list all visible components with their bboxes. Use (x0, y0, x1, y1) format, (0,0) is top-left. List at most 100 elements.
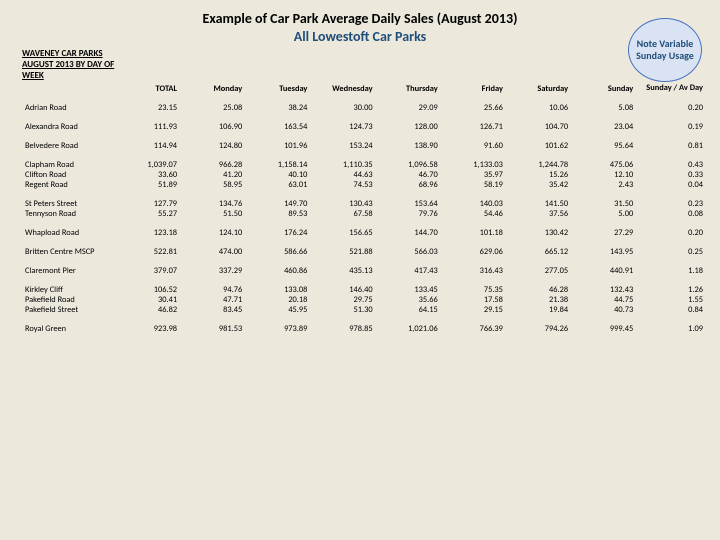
cell: 521.88 (309, 247, 374, 257)
row-label: Tennyson Road (15, 209, 114, 219)
cell: 89.53 (244, 209, 309, 219)
cell: 54.46 (440, 209, 505, 219)
cell: 133.45 (375, 285, 440, 295)
cell: 999.45 (570, 324, 635, 334)
cell: 74.53 (309, 180, 374, 190)
cell: 0.33 (635, 170, 705, 180)
cell: 127.79 (114, 199, 179, 209)
cell: 23.15 (114, 103, 179, 113)
cell: 435.13 (309, 266, 374, 276)
cell: 63.01 (244, 180, 309, 190)
cell: 460.86 (244, 266, 309, 276)
cell: 379.07 (114, 266, 179, 276)
cell: 124.10 (179, 228, 244, 238)
table-row: Pakefield Street46.8283.4545.9551.3064.1… (15, 305, 705, 315)
cell: 1.18 (635, 266, 705, 276)
cell: 973.89 (244, 324, 309, 334)
row-label: Britten Centre MSCP (15, 247, 114, 257)
cell: 58.19 (440, 180, 505, 190)
cell: 566.03 (375, 247, 440, 257)
cell: 101.18 (440, 228, 505, 238)
cell: 1,039.07 (114, 160, 179, 170)
cell: 44.63 (309, 170, 374, 180)
cell: 31.50 (570, 199, 635, 209)
cell: 141.50 (505, 199, 570, 209)
col-header: Monday (179, 84, 244, 94)
cell: 0.43 (635, 160, 705, 170)
row-label: Clapham Road (15, 160, 114, 170)
cell: 51.50 (179, 209, 244, 219)
col-header: Tuesday (244, 84, 309, 94)
cell: 153.24 (309, 141, 374, 151)
cell: 12.10 (570, 170, 635, 180)
cell: 149.70 (244, 199, 309, 209)
cell: 0.84 (635, 305, 705, 315)
cell: 156.65 (309, 228, 374, 238)
cell: 51.30 (309, 305, 374, 315)
cell: 123.18 (114, 228, 179, 238)
cell: 1,133.03 (440, 160, 505, 170)
cell: 55.27 (114, 209, 179, 219)
cell: 29.75 (309, 295, 374, 305)
note-callout: Note Variable Sunday Usage (628, 18, 702, 82)
cell: 67.58 (309, 209, 374, 219)
cell: 101.62 (505, 141, 570, 151)
cell: 981.53 (179, 324, 244, 334)
row-label: Adrian Road (15, 103, 114, 113)
cell: 128.00 (375, 122, 440, 132)
cell: 29.09 (375, 103, 440, 113)
row-label: Claremont Pier (15, 266, 114, 276)
table-row: Alexandra Road111.93106.90163.54124.7312… (15, 122, 705, 132)
sales-table: TOTAL Monday Tuesday Wednesday Thursday … (15, 84, 705, 334)
cell: 101.96 (244, 141, 309, 151)
cell: 15.26 (505, 170, 570, 180)
cell: 17.58 (440, 295, 505, 305)
cell: 132.43 (570, 285, 635, 295)
cell: 94.76 (179, 285, 244, 295)
cell: 19.84 (505, 305, 570, 315)
cell: 124.73 (309, 122, 374, 132)
cell: 2.43 (570, 180, 635, 190)
cell: 25.66 (440, 103, 505, 113)
cell: 665.12 (505, 247, 570, 257)
cell: 522.81 (114, 247, 179, 257)
cell: 0.20 (635, 228, 705, 238)
cell: 316.43 (440, 266, 505, 276)
cell: 29.15 (440, 305, 505, 315)
col-header: Sunday / Av Day (635, 84, 705, 94)
cell: 10.06 (505, 103, 570, 113)
cell: 20.18 (244, 295, 309, 305)
cell: 337.29 (179, 266, 244, 276)
cell: 46.28 (505, 285, 570, 295)
cell: 130.42 (505, 228, 570, 238)
cell: 95.64 (570, 141, 635, 151)
table-row: Claremont Pier379.07337.29460.86435.1341… (15, 266, 705, 276)
cell: 1,021.06 (375, 324, 440, 334)
cell: 46.82 (114, 305, 179, 315)
cell: 44.75 (570, 295, 635, 305)
page-title: Example of Car Park Average Daily Sales … (0, 0, 720, 28)
cell: 176.24 (244, 228, 309, 238)
cell: 794.26 (505, 324, 570, 334)
table-row: Kirkley Cliff106.5294.76133.08146.40133.… (15, 285, 705, 295)
cell: 58.95 (179, 180, 244, 190)
col-header: Thursday (375, 84, 440, 94)
cell: 21.38 (505, 295, 570, 305)
cell: 106.90 (179, 122, 244, 132)
cell: 46.70 (375, 170, 440, 180)
cell: 68.96 (375, 180, 440, 190)
cell: 75.35 (440, 285, 505, 295)
cell: 417.43 (375, 266, 440, 276)
cell: 40.10 (244, 170, 309, 180)
table-row: Whapload Road123.18124.10176.24156.65144… (15, 228, 705, 238)
cell: 143.95 (570, 247, 635, 257)
table-row: Clifton Road33.6041.2040.1044.6346.7035.… (15, 170, 705, 180)
cell: 35.66 (375, 295, 440, 305)
cell: 91.60 (440, 141, 505, 151)
cell: 25.08 (179, 103, 244, 113)
cell: 40.73 (570, 305, 635, 315)
row-label: Kirkley Cliff (15, 285, 114, 295)
table-row: Adrian Road23.1525.0838.2430.0029.0925.6… (15, 103, 705, 113)
cell: 114.94 (114, 141, 179, 151)
cell: 144.70 (375, 228, 440, 238)
